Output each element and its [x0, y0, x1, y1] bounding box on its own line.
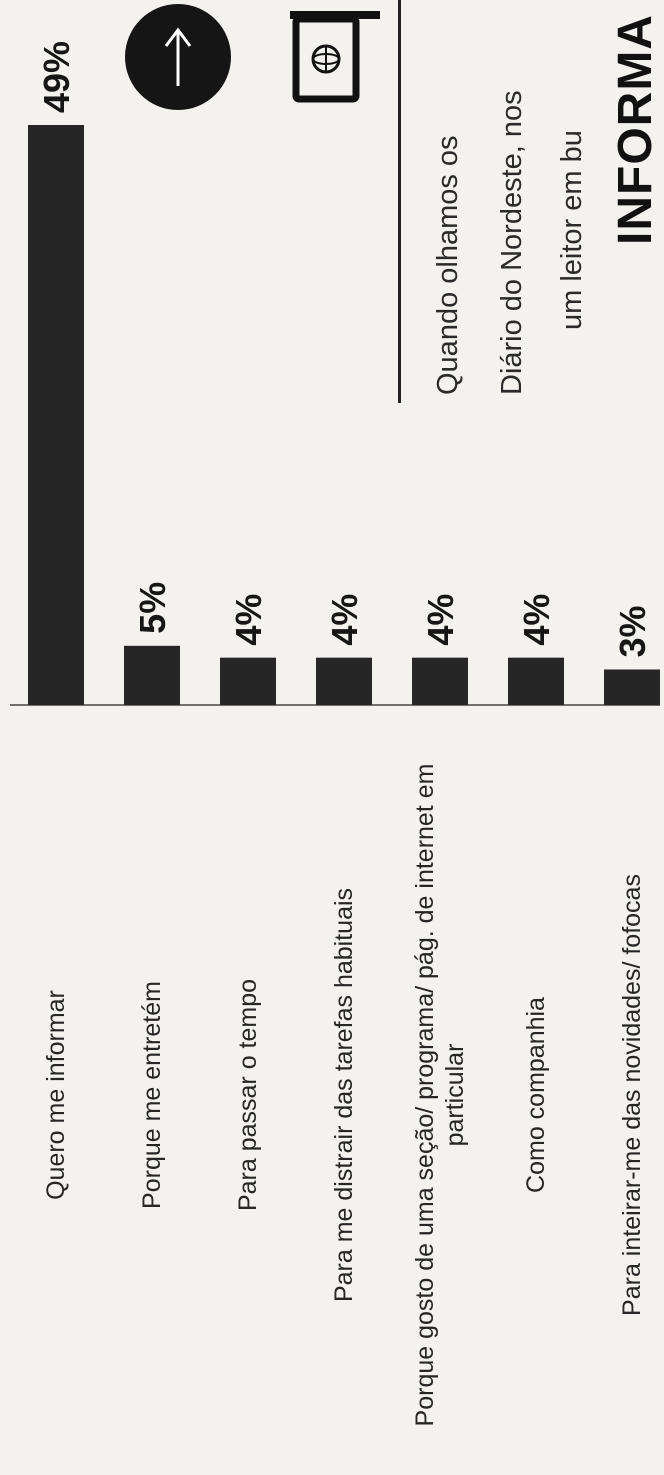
value-label-7: 3%: [612, 605, 653, 657]
category-label-2: Porque me entretém: [138, 981, 166, 1209]
divider-line: [398, 0, 401, 403]
value-label-6: 4%: [516, 594, 557, 646]
bar-3: [220, 657, 276, 705]
category-label-5: Porque gosto de uma seção/ programa/ pág…: [411, 763, 469, 1427]
value-label-2: 5%: [132, 582, 173, 634]
bar-2: [124, 645, 180, 705]
arrow-right-icon[interactable]: [125, 4, 231, 110]
category-label-3: Para passar o tempo: [234, 978, 262, 1212]
section-heading: INFORMA: [609, 14, 662, 245]
side-text-line-1: Quando olhamos os: [432, 135, 464, 395]
bar-7: [604, 669, 660, 705]
category-label-4: Para me distrair das tarefas habituais: [330, 887, 358, 1303]
category-label-6: Como companhia: [522, 997, 550, 1193]
category-label-7: Para inteirar-me das novidades/ fofocas: [618, 874, 646, 1316]
category-label-1: Quero me informar: [42, 990, 70, 1200]
bar-5: [412, 657, 468, 705]
bar-1: [28, 125, 84, 705]
side-text-line-3: um leitor em bu: [556, 130, 588, 330]
value-label-3: 4%: [228, 594, 269, 646]
bar-6: [508, 657, 564, 705]
value-label-4: 4%: [324, 594, 365, 646]
value-label-5: 4%: [420, 594, 461, 646]
bar-4: [316, 657, 372, 705]
globe-monitor-icon: [290, 5, 380, 105]
side-text-line-2: Diário do Nordeste, nos: [496, 90, 528, 395]
value-label-1: 49%: [36, 41, 77, 113]
